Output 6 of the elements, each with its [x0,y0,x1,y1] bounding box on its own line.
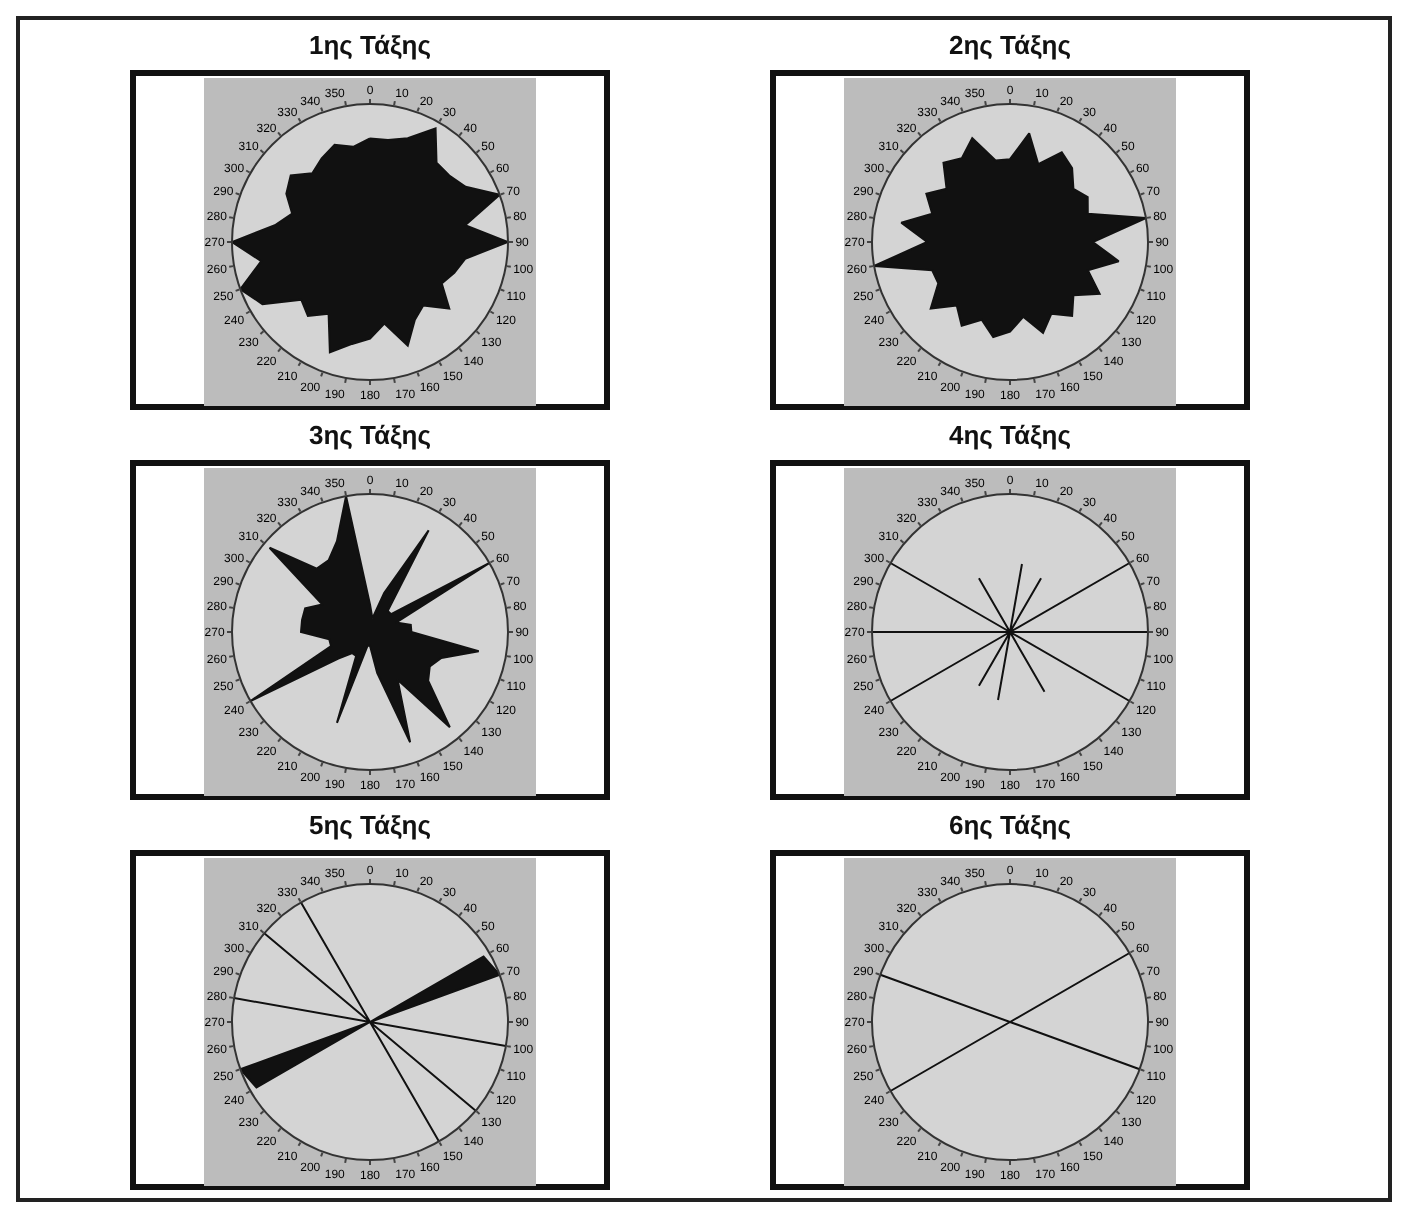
chart-title: 4ης Τάξης [946,420,1073,450]
chart-title: 3ης Τάξης [306,420,433,450]
chart-title: 5ης Τάξης [306,810,433,840]
chart-title: 1ης Τάξης [306,30,433,60]
chart-title: 6ης Τάξης [946,810,1073,840]
chart-title: 2ης Τάξης [946,30,1073,60]
